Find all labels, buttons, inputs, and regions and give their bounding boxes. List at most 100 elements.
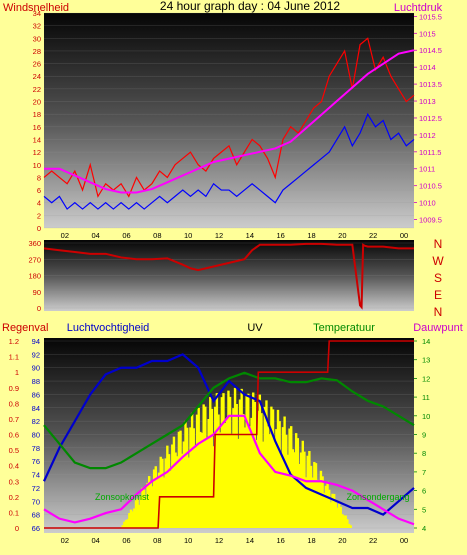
p1-left-tick-10: 20	[33, 98, 41, 107]
p3-hum-tick-8: 82	[32, 417, 40, 426]
p3-temp-tick-4: 8	[422, 449, 426, 458]
p1-right-tick-9: 1014	[419, 63, 436, 72]
p1-x-tick-3: 08	[153, 231, 161, 240]
p1-left-tick-14: 28	[33, 47, 41, 56]
p3-uv-tick-6: 0.6	[9, 431, 19, 440]
p3-series-humidity	[43, 353, 415, 516]
p3-uv-tick-9: 0.9	[9, 384, 19, 393]
p1-left-tick-7: 14	[33, 135, 41, 144]
p1-right-tick-8: 1013.5	[419, 80, 442, 89]
dauwpunt-label: Dauwpunt	[413, 322, 463, 334]
p3-x-tick-8: 18	[307, 536, 315, 545]
luchtdruk-label: Luchtdruk	[394, 2, 443, 14]
p3-hum-tick-6: 78	[32, 444, 40, 453]
p2-dir-label-4: N	[434, 305, 443, 319]
p1-right-tick-10: 1014.5	[419, 46, 442, 55]
p3-x-tick-5: 12	[215, 536, 223, 545]
p1-left-tick-3: 6	[37, 186, 41, 195]
p1-x-tick-2: 06	[122, 231, 130, 240]
p3-series-dewpoint	[43, 414, 415, 526]
p3-hum-tick-14: 94	[32, 337, 40, 346]
p2-left-tick-2: 180	[28, 272, 41, 281]
luchtvochtigheid-label: Luchtvochtigheid	[67, 322, 150, 334]
p1-x-tick-5: 12	[215, 231, 223, 240]
p3-hum-tick-7: 80	[32, 431, 40, 440]
p1-left-tick-11: 22	[33, 85, 41, 94]
p3-uv-tick-0: 0	[15, 524, 19, 533]
p3-x-tick-7: 16	[276, 536, 284, 545]
p3-hum-tick-2: 70	[32, 497, 40, 506]
p3-uv-tick-2: 0.2	[9, 493, 19, 502]
p1-right-tick-6: 1012.5	[419, 114, 442, 123]
p3-uv-tick-8: 0.8	[9, 399, 19, 408]
chart-title: 24 hour graph day : 04 June 2012	[160, 0, 340, 13]
p3-x-tick-4: 10	[184, 536, 192, 545]
p3-temp-tick-6: 10	[422, 412, 430, 421]
p3-x-tick-11: 00	[400, 536, 408, 545]
p3-hum-tick-5: 76	[32, 457, 40, 466]
p1-right-tick-2: 1010.5	[419, 182, 442, 191]
zonsondergang-label: Zonsondergang	[346, 492, 409, 502]
p2-left-tick-0: 0	[37, 304, 41, 313]
p1-left-tick-2: 4	[37, 199, 41, 208]
p1-x-tick-6: 14	[246, 231, 254, 240]
p3-temp-tick-7: 11	[422, 393, 430, 402]
p1-right-tick-0: 1009.5	[419, 216, 442, 225]
p3-uv-tick-11: 1.1	[9, 353, 19, 362]
panel1-bg	[44, 13, 414, 228]
p3-temp-tick-0: 4	[422, 524, 426, 533]
p2-left-tick-3: 270	[28, 255, 41, 264]
p3-hum-tick-4: 74	[32, 471, 40, 480]
p1-right-tick-11: 1015	[419, 29, 436, 38]
p3-x-tick-9: 20	[338, 536, 346, 545]
p3-hum-tick-0: 66	[32, 524, 40, 533]
p1-right-tick-1: 1010	[419, 199, 436, 208]
p1-right-tick-3: 1011	[419, 165, 435, 174]
p2-dir-label-1: W	[432, 254, 444, 268]
p3-uv-tick-12: 1.2	[9, 337, 19, 346]
p3-x-tick-2: 06	[122, 536, 130, 545]
p3-hum-tick-9: 84	[32, 404, 40, 413]
temperatuur-label: Temperatuur	[313, 322, 375, 334]
p2-series-direction	[43, 242, 414, 310]
uv-label: UV	[247, 322, 263, 334]
p3-x-tick-10: 22	[369, 536, 377, 545]
p3-x-tick-6: 14	[246, 536, 254, 545]
p3-hum-tick-3: 72	[32, 484, 40, 493]
p3-temp-tick-8: 12	[422, 374, 430, 383]
p1-right-tick-5: 1012	[419, 131, 436, 140]
p3-x-tick-3: 08	[153, 536, 161, 545]
zonsopkomst-label: Zonsopkomst	[95, 492, 150, 502]
p1-x-tick-11: 00	[400, 231, 408, 240]
p3-x-tick-0: 02	[61, 536, 69, 545]
p3-x-tick-1: 04	[91, 536, 99, 545]
p1-left-tick-5: 10	[33, 161, 41, 170]
p1-left-tick-15: 30	[33, 34, 41, 43]
p2-dir-label-3: E	[434, 288, 442, 302]
p3-temp-tick-2: 6	[422, 487, 426, 496]
p2-left-tick-1: 90	[33, 288, 41, 297]
p1-left-tick-12: 24	[33, 72, 41, 81]
p1-series-gust	[43, 37, 415, 198]
p2-left-tick-4: 360	[28, 239, 41, 248]
p1-left-tick-6: 12	[33, 148, 41, 157]
p1-x-tick-8: 18	[307, 231, 315, 240]
p3-uv-tick-3: 0.3	[9, 477, 19, 486]
p3-temp-tick-1: 5	[422, 505, 426, 514]
p1-left-tick-1: 2	[37, 211, 41, 220]
windsnelheid-label: Windsnelheid	[3, 2, 69, 14]
p1-right-tick-4: 1011.5	[419, 148, 441, 157]
p1-left-tick-9: 18	[33, 110, 41, 119]
p1-left-tick-16: 32	[33, 22, 41, 31]
p3-hum-tick-10: 86	[32, 390, 40, 399]
p3-hum-tick-12: 90	[32, 364, 40, 373]
p3-hum-tick-13: 92	[32, 350, 40, 359]
regenval-label: Regenval	[2, 322, 48, 334]
p1-x-tick-1: 04	[91, 231, 99, 240]
p3-temp-tick-3: 7	[422, 468, 426, 477]
p3-uv-tick-10: 1	[15, 368, 19, 377]
p1-series-pressure	[44, 49, 415, 194]
p1-left-tick-17: 34	[33, 9, 41, 18]
p1-right-tick-7: 1013	[419, 97, 436, 106]
